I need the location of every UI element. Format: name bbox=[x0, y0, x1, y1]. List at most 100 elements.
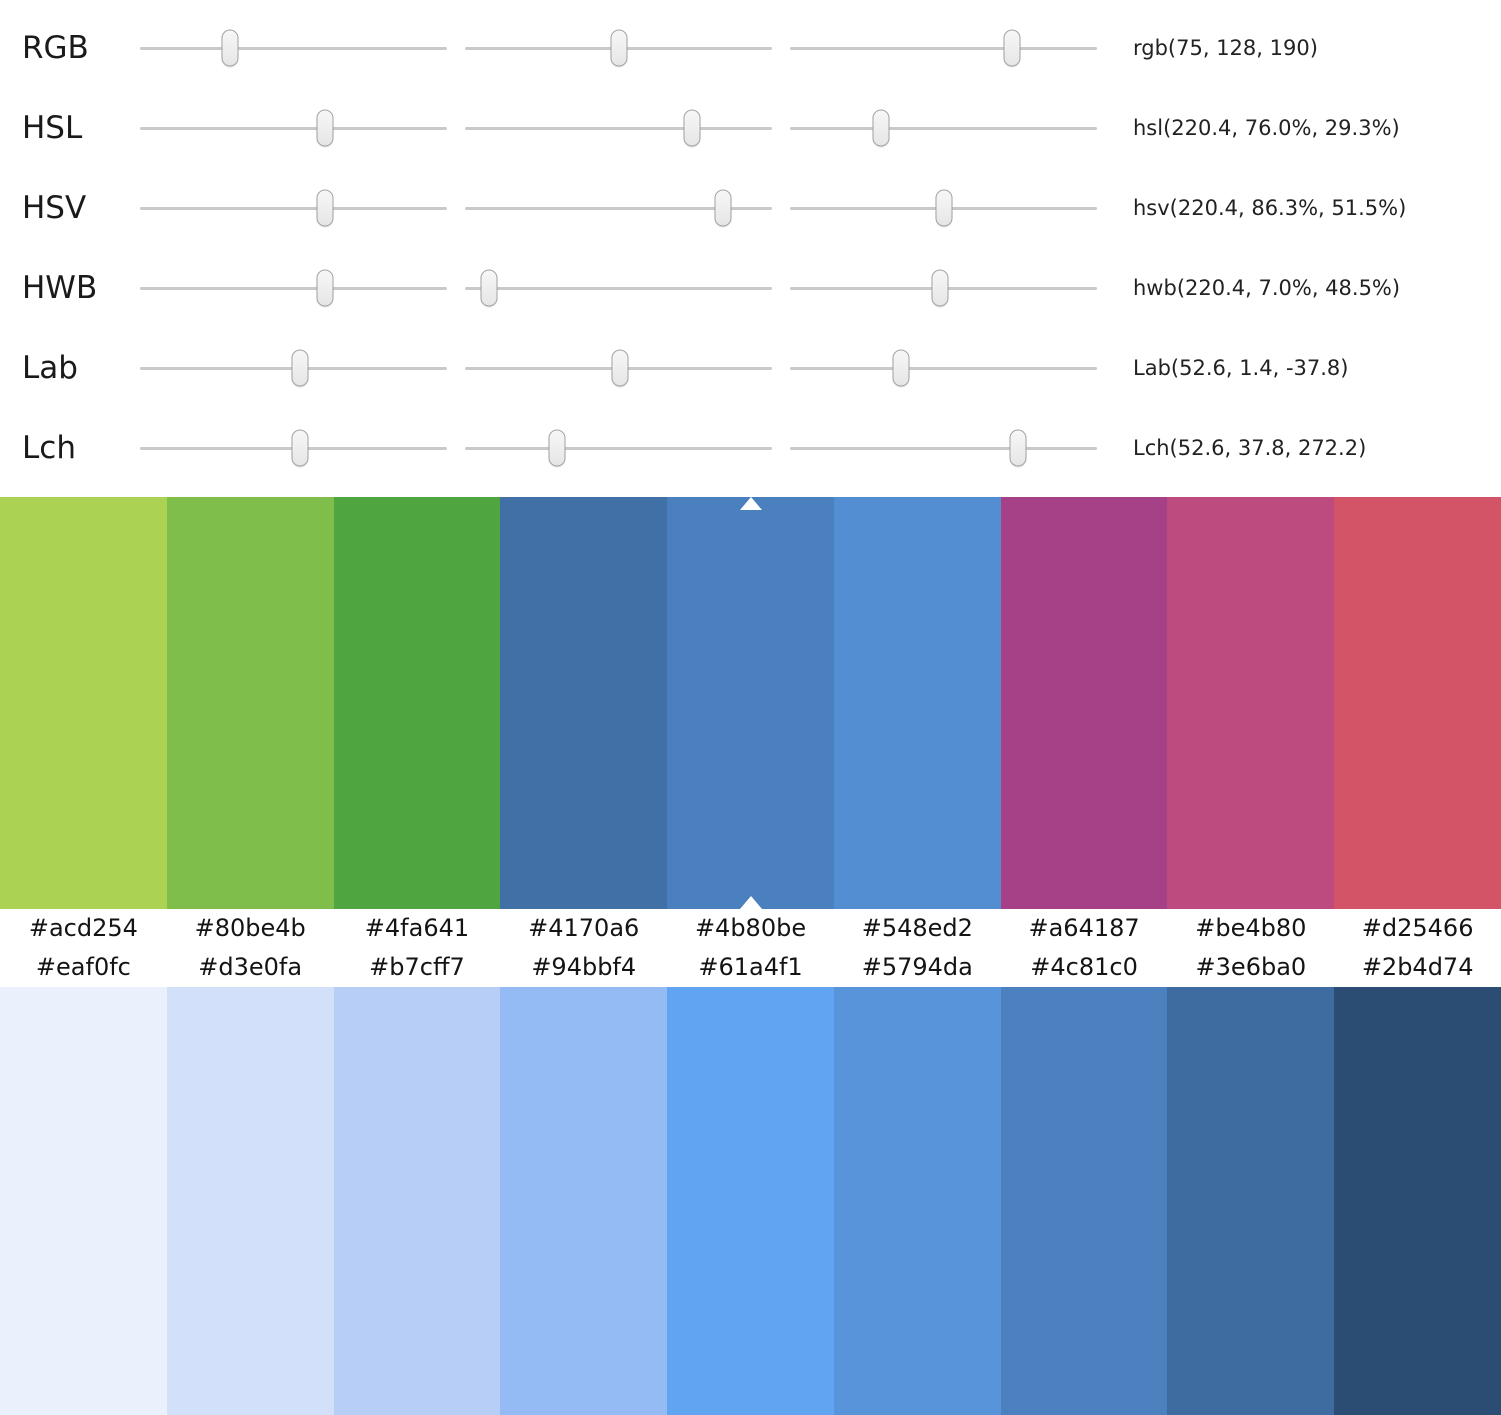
colorspace-label-rgb: RGB bbox=[22, 30, 89, 66]
slider-thumb[interactable] bbox=[221, 29, 239, 67]
hwb-slider-3[interactable] bbox=[790, 266, 1097, 310]
slider-thumb[interactable] bbox=[872, 109, 890, 147]
slider-thumb[interactable] bbox=[548, 429, 566, 467]
hsl-slider-2[interactable] bbox=[465, 106, 772, 150]
hex-label-4b80be: #4b80be bbox=[694, 914, 807, 942]
rgb-slider-2[interactable] bbox=[465, 26, 772, 70]
slider-track[interactable] bbox=[790, 446, 1097, 450]
lch-slider-2[interactable] bbox=[465, 426, 772, 470]
slider-thumb[interactable] bbox=[714, 189, 732, 227]
hwb-slider-2[interactable] bbox=[465, 266, 772, 310]
slider-track[interactable] bbox=[140, 46, 447, 50]
lab-slider-1[interactable] bbox=[140, 346, 447, 390]
swatch-61a4f1[interactable] bbox=[667, 987, 834, 1415]
swatch-a64187[interactable] bbox=[1000, 497, 1168, 909]
selected-swatch-marker-bottom-icon bbox=[739, 896, 762, 909]
color-value-rgb: rgb(75, 128, 190) bbox=[1133, 36, 1318, 60]
swatch-eaf0fc[interactable] bbox=[0, 987, 167, 1415]
slider-thumb[interactable] bbox=[316, 109, 333, 147]
slider-thumb[interactable] bbox=[480, 269, 498, 307]
slider-track[interactable] bbox=[465, 286, 772, 290]
hex-label-be4b80: #be4b80 bbox=[1195, 914, 1307, 942]
slider-thumb[interactable] bbox=[931, 269, 948, 307]
swatch-4b80be[interactable] bbox=[667, 497, 834, 909]
rgb-slider-1[interactable] bbox=[140, 26, 447, 70]
slider-thumb[interactable] bbox=[1003, 29, 1021, 67]
slider-thumb[interactable] bbox=[291, 349, 309, 387]
swatch-d3e0fa[interactable] bbox=[166, 987, 334, 1415]
swatch-be4b80[interactable] bbox=[1167, 497, 1335, 909]
colorspace-label-lab: Lab bbox=[22, 350, 78, 386]
hex-label-4c81c0: #4c81c0 bbox=[1030, 953, 1138, 981]
slider-track[interactable] bbox=[790, 46, 1097, 50]
tint-palette-hex-labels: #eaf0fc #d3e0fa #b7cff7 #94bbf4 #61a4f1 #5794… bbox=[0, 948, 1501, 987]
swatch-acd254[interactable] bbox=[0, 497, 167, 909]
color-value-hwb: hwb(220.4, 7.0%, 48.5%) bbox=[1133, 276, 1401, 300]
color-value-lab: Lab(52.6, 1.4, -37.8) bbox=[1133, 356, 1349, 380]
hex-label-4170a6: #4170a6 bbox=[528, 914, 640, 942]
slider-thumb[interactable] bbox=[611, 349, 629, 387]
hex-label-d25466: #d25466 bbox=[1361, 914, 1474, 942]
swatch-94bbf4[interactable] bbox=[500, 987, 668, 1415]
lch-slider-1[interactable] bbox=[140, 426, 447, 470]
swatch-4170a6[interactable] bbox=[500, 497, 668, 909]
swatch-b7cff7[interactable] bbox=[333, 987, 501, 1415]
colorspace-label-lch: Lch bbox=[22, 430, 76, 466]
color-value-hsl: hsl(220.4, 76.0%, 29.3%) bbox=[1133, 116, 1400, 140]
hsv-slider-2[interactable] bbox=[465, 186, 772, 230]
swatch-80be4b[interactable] bbox=[166, 497, 334, 909]
slider-thumb[interactable] bbox=[316, 269, 333, 307]
slider-thumb[interactable] bbox=[316, 189, 333, 227]
hsv-slider-1[interactable] bbox=[140, 186, 447, 230]
slider-thumb[interactable] bbox=[683, 109, 701, 147]
swatch-2b4d74[interactable] bbox=[1334, 987, 1501, 1415]
hwb-slider-1[interactable] bbox=[140, 266, 447, 310]
hex-label-5794da: #5794da bbox=[861, 953, 973, 981]
hue-palette-section: #acd254 #80be4b #4fa641 #4170a6 #4b80be #548e… bbox=[0, 497, 1501, 948]
swatch-4fa641[interactable] bbox=[333, 497, 501, 909]
hsl-slider-1[interactable] bbox=[140, 106, 447, 150]
swatch-5794da[interactable] bbox=[833, 987, 1001, 1415]
lab-slider-2[interactable] bbox=[465, 346, 772, 390]
color-value-lch: Lch(52.6, 37.8, 272.2) bbox=[1133, 436, 1367, 460]
hex-label-3e6ba0: #3e6ba0 bbox=[1195, 953, 1307, 981]
swatch-d25466[interactable] bbox=[1334, 497, 1501, 909]
slider-track[interactable] bbox=[465, 446, 772, 450]
tint-palette-strip bbox=[0, 987, 1501, 1415]
slider-track[interactable] bbox=[465, 206, 772, 210]
slider-thumb[interactable] bbox=[291, 429, 309, 467]
slider-track[interactable] bbox=[790, 126, 1097, 130]
hex-label-2b4d74: #2b4d74 bbox=[1361, 953, 1474, 981]
slider-row-lch: Lch Lch(52.6, 37.8, 272.2) bbox=[0, 408, 1501, 488]
slider-row-rgb: RGB rgb(75, 128, 190) bbox=[0, 8, 1501, 88]
swatch-3e6ba0[interactable] bbox=[1167, 987, 1335, 1415]
rgb-slider-3[interactable] bbox=[790, 26, 1097, 70]
colorspace-label-hsv: HSV bbox=[22, 190, 87, 226]
slider-thumb[interactable] bbox=[892, 349, 910, 387]
slider-track[interactable] bbox=[140, 126, 447, 130]
slider-row-hsv: HSV hsv(220.4, 86.3%, 51.5%) bbox=[0, 168, 1501, 248]
slider-track[interactable] bbox=[140, 206, 447, 210]
hsl-slider-3[interactable] bbox=[790, 106, 1097, 150]
hsv-slider-3[interactable] bbox=[790, 186, 1097, 230]
slider-row-hwb: HWB hwb(220.4, 7.0%, 48.5%) bbox=[0, 248, 1501, 328]
hex-label-b7cff7: #b7cff7 bbox=[369, 953, 465, 981]
swatch-548ed2[interactable] bbox=[833, 497, 1001, 909]
slider-track[interactable] bbox=[790, 366, 1097, 370]
tint-palette-section: #eaf0fc #d3e0fa #b7cff7 #94bbf4 #61a4f1 #5794… bbox=[0, 948, 1501, 1415]
slider-thumb[interactable] bbox=[610, 29, 628, 67]
hex-label-4fa641: #4fa641 bbox=[364, 914, 470, 942]
slider-panel: RGB rgb(75, 128, 190) HSL hsl(220.4, 76.0%,… bbox=[0, 0, 1501, 497]
hue-palette-strip bbox=[0, 497, 1501, 909]
slider-track[interactable] bbox=[465, 126, 772, 130]
hex-label-94bbf4: #94bbf4 bbox=[531, 953, 637, 981]
lch-slider-3[interactable] bbox=[790, 426, 1097, 470]
slider-track[interactable] bbox=[140, 286, 447, 290]
hex-label-acd254: #acd254 bbox=[28, 914, 138, 942]
lab-slider-3[interactable] bbox=[790, 346, 1097, 390]
swatch-4c81c0[interactable] bbox=[1000, 987, 1168, 1415]
colorspace-label-hwb: HWB bbox=[22, 270, 98, 306]
slider-thumb[interactable] bbox=[935, 189, 953, 227]
slider-thumb[interactable] bbox=[1009, 429, 1027, 467]
